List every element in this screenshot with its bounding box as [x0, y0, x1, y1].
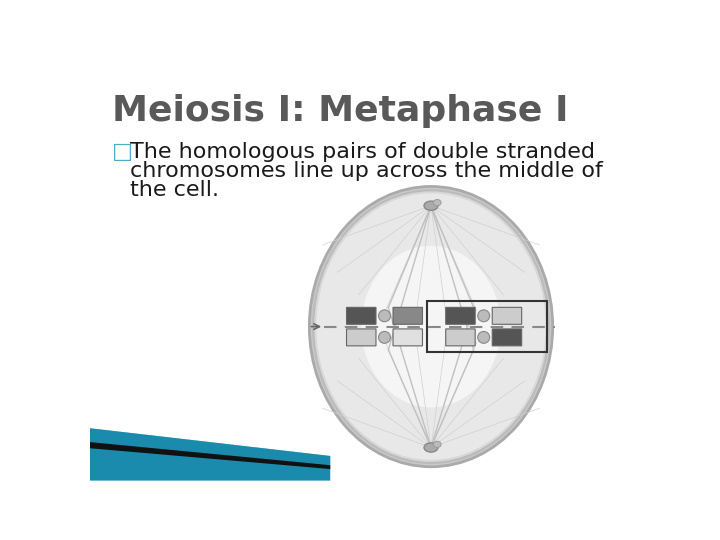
Ellipse shape: [424, 201, 438, 211]
FancyBboxPatch shape: [446, 307, 475, 325]
Bar: [427, 301, 547, 352]
Ellipse shape: [316, 193, 546, 460]
Ellipse shape: [433, 441, 441, 448]
Polygon shape: [90, 442, 330, 469]
Text: chromosomes line up across the middle of: chromosomes line up across the middle of: [130, 161, 603, 181]
FancyBboxPatch shape: [393, 329, 423, 346]
Text: Meiosis I: Metaphase I: Meiosis I: Metaphase I: [112, 94, 568, 128]
FancyBboxPatch shape: [492, 307, 522, 325]
Polygon shape: [90, 428, 330, 481]
FancyBboxPatch shape: [346, 307, 376, 325]
FancyBboxPatch shape: [393, 307, 423, 325]
Ellipse shape: [379, 310, 390, 322]
Text: the cell.: the cell.: [130, 180, 220, 200]
Ellipse shape: [424, 443, 438, 452]
Ellipse shape: [313, 190, 549, 463]
Ellipse shape: [361, 246, 500, 408]
Text: □: □: [112, 142, 132, 162]
FancyBboxPatch shape: [346, 329, 376, 346]
FancyBboxPatch shape: [492, 329, 522, 346]
Ellipse shape: [379, 332, 390, 343]
Text: The homologous pairs of double stranded: The homologous pairs of double stranded: [130, 142, 595, 162]
Ellipse shape: [478, 332, 490, 343]
Ellipse shape: [478, 310, 490, 322]
FancyBboxPatch shape: [446, 329, 475, 346]
Ellipse shape: [433, 200, 441, 206]
Polygon shape: [90, 428, 330, 465]
Ellipse shape: [310, 186, 553, 467]
